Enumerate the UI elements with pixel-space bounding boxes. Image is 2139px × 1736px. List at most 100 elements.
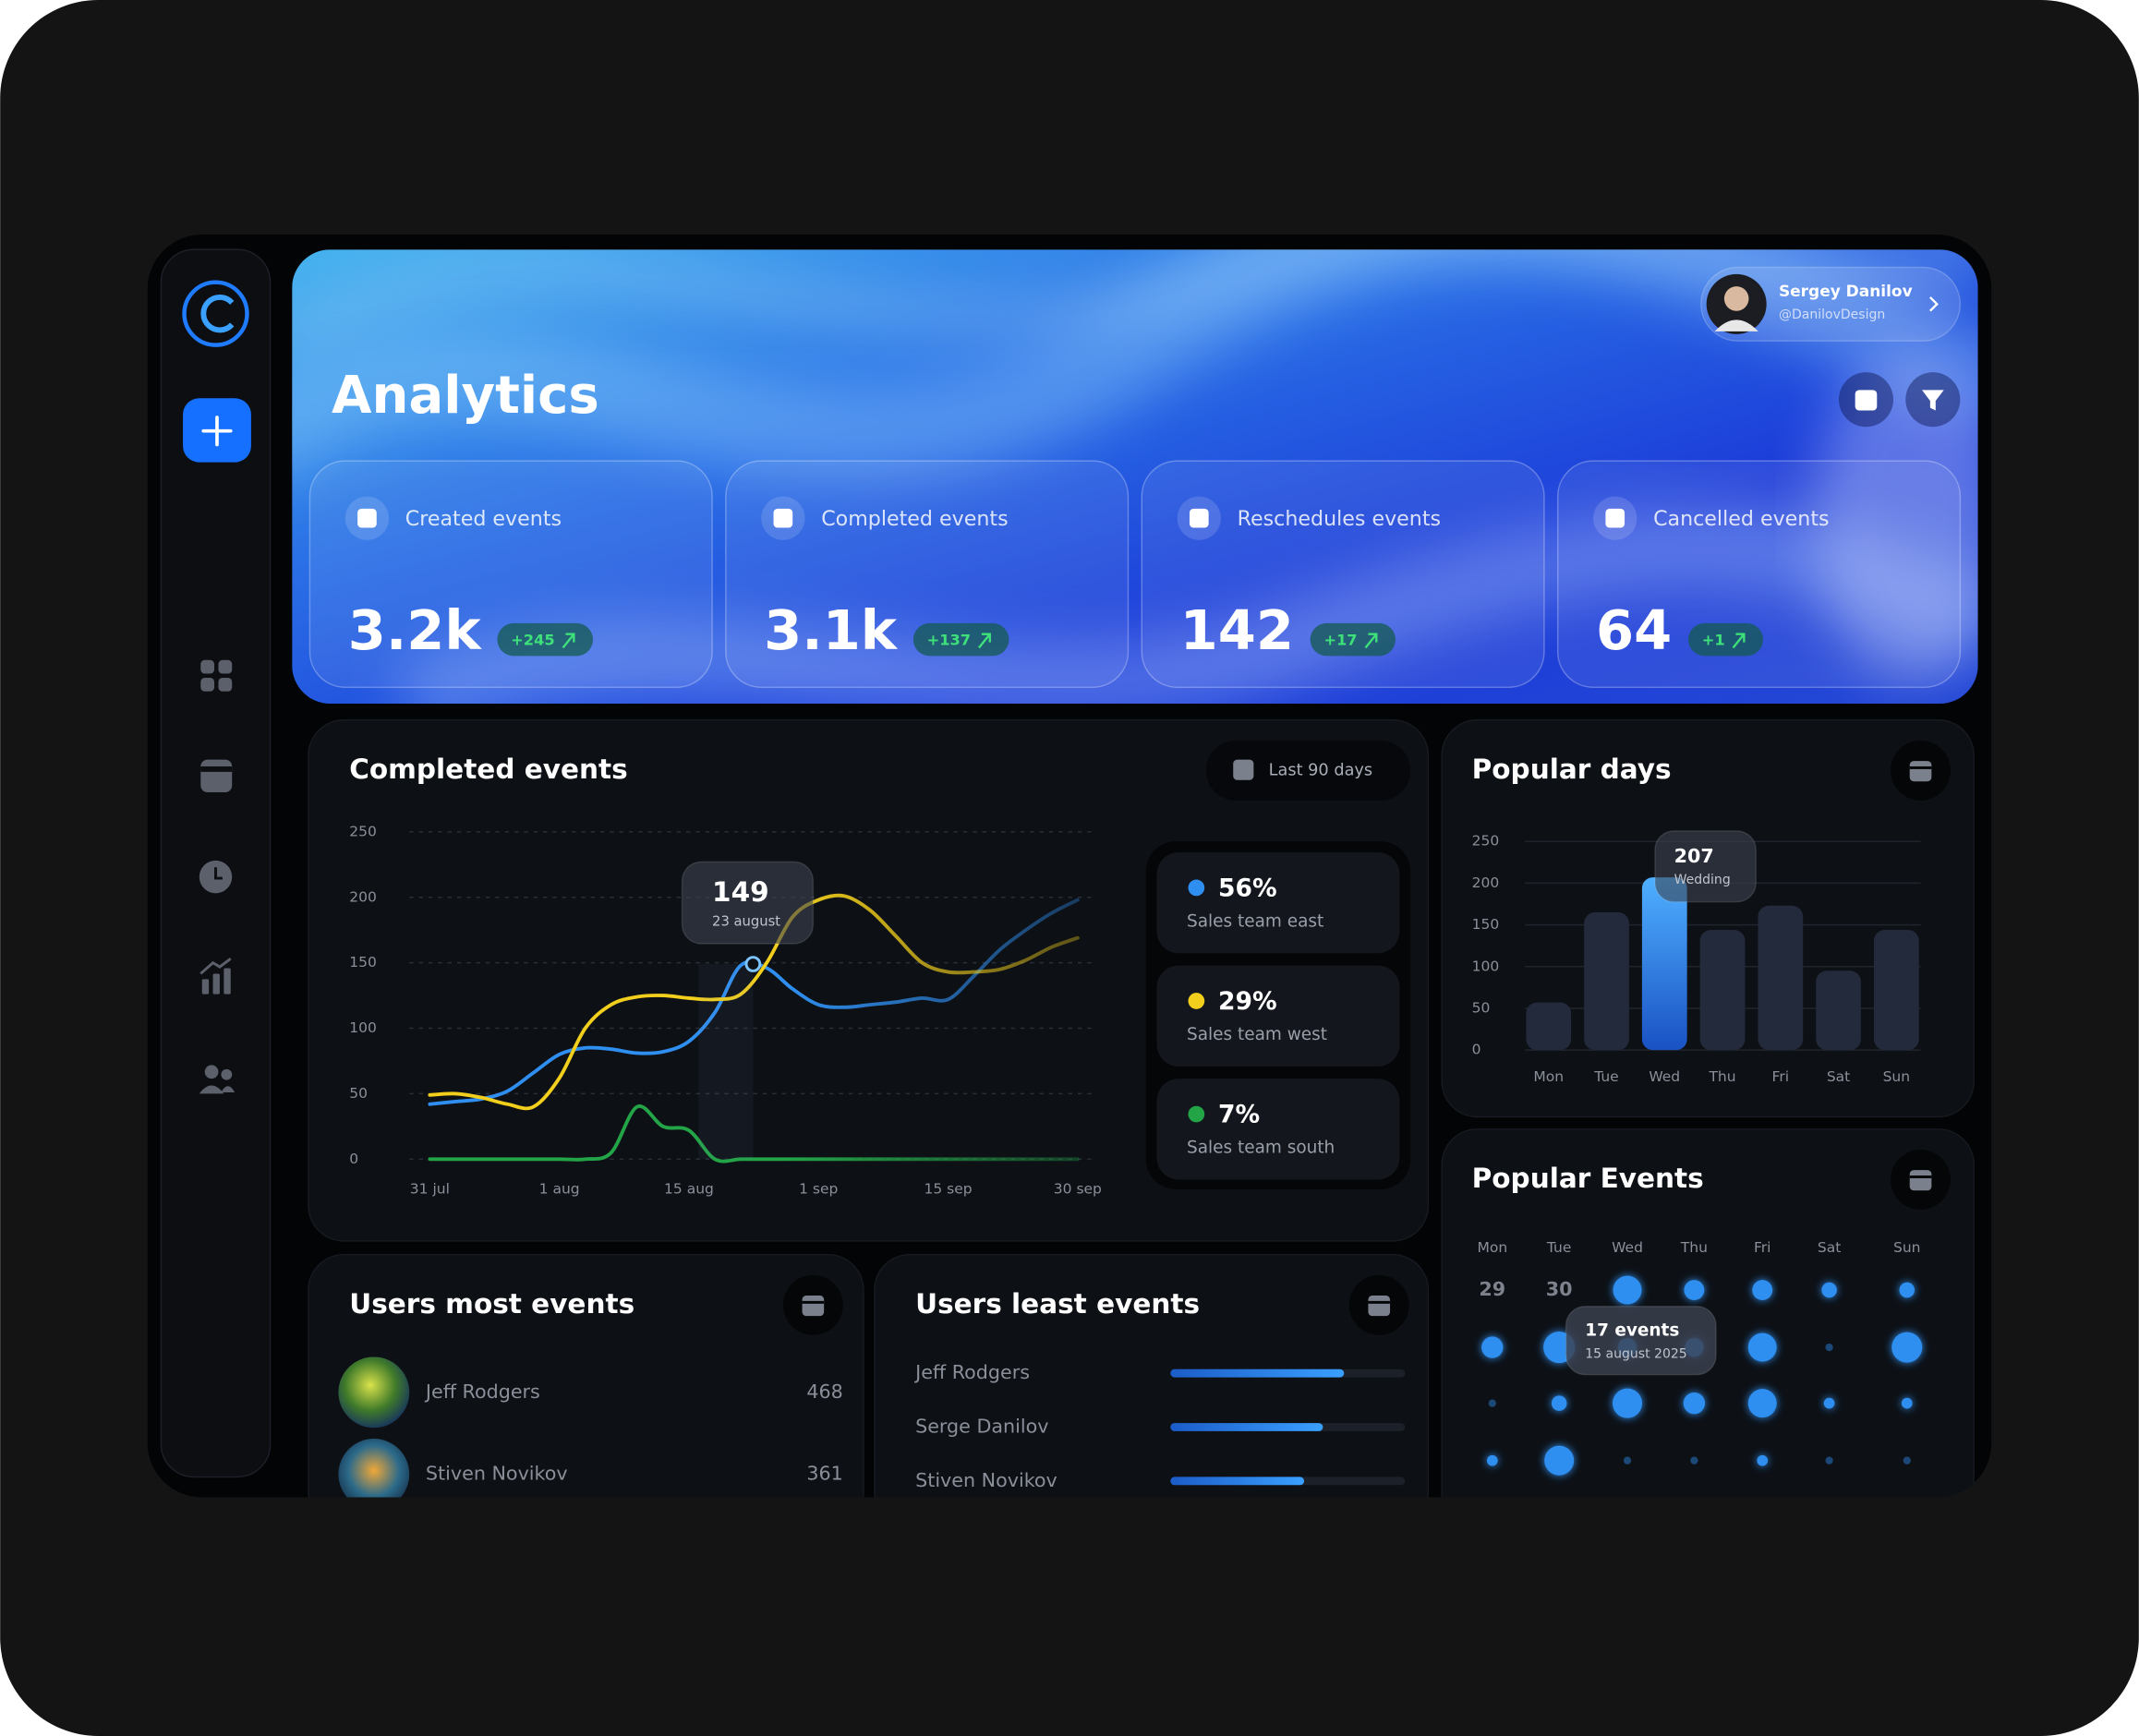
- stats: Created events 3.2k +245 Completed events 3.…: [308, 460, 1962, 689]
- calendar-button[interactable]: [1838, 372, 1894, 428]
- legend-name: Sales team west: [1187, 1025, 1327, 1044]
- event-dot[interactable]: [1821, 1282, 1837, 1298]
- icon-part: [1909, 1170, 1932, 1191]
- hover-band: [698, 964, 754, 1160]
- event-dot[interactable]: [1486, 1454, 1498, 1466]
- event-dot[interactable]: [1825, 1343, 1833, 1352]
- calendar-button[interactable]: [1891, 740, 1952, 801]
- nav-clock[interactable]: [199, 860, 233, 894]
- calendar-button[interactable]: [782, 1274, 843, 1335]
- user-row[interactable]: Stiven Novikov 361: [338, 1439, 843, 1510]
- delta-pill: +1: [1687, 622, 1764, 657]
- event-calendar: Mon Tue Wed Thu Fri Sat Sun 29 30 17 events 15 aug…: [1477, 1149, 1952, 1476]
- stat-card[interactable]: Cancelled events 64 +1: [1556, 460, 1962, 689]
- legend-item-bg: [1156, 965, 1400, 1067]
- icon-part: [1233, 759, 1254, 780]
- event-dot[interactable]: [1891, 1332, 1923, 1363]
- bar-chart: 0 50 100 150 200 250 Mon Tue Wed Thu Fri Sat Sun 207 W…: [1472, 740, 1952, 1085]
- panel: [874, 1253, 1430, 1498]
- icon-part: [1922, 390, 1944, 411]
- series-line: [428, 1104, 1080, 1163]
- bar: [1816, 970, 1861, 1051]
- calendar-button[interactable]: [1348, 1274, 1409, 1335]
- weekday-label: Thu: [1680, 1239, 1708, 1256]
- x-tick-label: Tue: [1593, 1068, 1618, 1085]
- legend-item-bg: [1156, 852, 1400, 954]
- event-dot[interactable]: [1747, 1389, 1777, 1418]
- weekday-label: Sat: [1818, 1239, 1841, 1256]
- filter-button[interactable]: [1905, 372, 1961, 428]
- delta-arrow: [562, 633, 575, 649]
- legend-item[interactable]: 7% Sales team south: [1156, 1079, 1400, 1180]
- stat-card[interactable]: Created events 3.2k +245: [308, 460, 713, 689]
- x-tick-label: 1 aug: [539, 1180, 580, 1197]
- event-dot[interactable]: [1747, 1332, 1777, 1362]
- tooltip-bg: [1565, 1306, 1717, 1376]
- user-name: Stiven Novikov: [426, 1462, 568, 1484]
- nav-calendar[interactable]: [200, 759, 233, 793]
- stat-value: 3.2k: [348, 598, 483, 662]
- event-dot[interactable]: [1544, 1445, 1575, 1476]
- event-dot[interactable]: [1757, 1454, 1769, 1466]
- user-pill[interactable]: Sergey Danilov @DanilovDesign: [1700, 266, 1962, 342]
- stat-icon: [1189, 508, 1209, 528]
- user-row[interactable]: Jeff Rodgers 468: [338, 1356, 843, 1429]
- event-dot[interactable]: [1823, 1397, 1835, 1409]
- x-tick-label: Mon: [1533, 1068, 1564, 1085]
- event-dot[interactable]: [1683, 1392, 1706, 1415]
- bar: [1699, 930, 1746, 1051]
- stat-card-bg: [725, 460, 1130, 689]
- user-value: 361: [806, 1462, 842, 1484]
- stat-label: Completed events: [821, 507, 1008, 531]
- icon-part: [200, 659, 215, 674]
- icon-part: [199, 1085, 224, 1094]
- icon-part: [221, 1086, 236, 1092]
- event-dot[interactable]: [1901, 1397, 1913, 1409]
- event-dot[interactable]: [1684, 1280, 1705, 1301]
- event-dot[interactable]: [1899, 1282, 1915, 1298]
- icon-part: [199, 958, 232, 975]
- event-dot[interactable]: [1903, 1456, 1911, 1465]
- stat-card[interactable]: Reschedules events 142 +17: [1141, 460, 1545, 689]
- event-dot[interactable]: [1623, 1456, 1632, 1465]
- bar-annotation: Wedding: [1674, 873, 1731, 887]
- range-button[interactable]: Last 90 days: [1205, 740, 1411, 801]
- event-dot[interactable]: [1613, 1388, 1643, 1418]
- hover-marker: [744, 956, 762, 972]
- add-button[interactable]: [183, 398, 251, 463]
- user-avatar: [338, 1439, 410, 1498]
- legend-item[interactable]: 29% Sales team west: [1156, 965, 1400, 1067]
- nav-dashboard[interactable]: [200, 659, 233, 692]
- bar: [1641, 877, 1687, 1051]
- event-dot[interactable]: [1481, 1336, 1504, 1358]
- event-dot[interactable]: [1551, 1395, 1567, 1411]
- icon-part: [1909, 761, 1932, 782]
- icon-part: [200, 677, 215, 692]
- event-dot[interactable]: [1613, 1275, 1642, 1305]
- event-dot[interactable]: [1488, 1399, 1496, 1407]
- logo[interactable]: [182, 280, 249, 347]
- series-line: [428, 893, 1080, 1111]
- logo-ring: [182, 280, 249, 347]
- tooltip-bg: [1654, 830, 1757, 903]
- event-dot[interactable]: [1690, 1456, 1698, 1465]
- calendar-button[interactable]: [1891, 1149, 1952, 1210]
- nav-stats[interactable]: [199, 958, 232, 995]
- x-tick-label: Sat: [1827, 1068, 1850, 1085]
- panel-title: Popular days: [1472, 753, 1672, 785]
- legend-item[interactable]: 56% Sales team east: [1156, 852, 1400, 954]
- legend-name: Sales team south: [1187, 1138, 1335, 1157]
- x-tick-label: 15 aug: [664, 1180, 714, 1197]
- bar: [1526, 1002, 1572, 1051]
- y-tick-label: 250: [349, 823, 377, 839]
- nav-users[interactable]: [199, 1065, 236, 1094]
- event-dot[interactable]: [1825, 1456, 1833, 1465]
- day-label: 30: [1546, 1278, 1573, 1300]
- event-dot[interactable]: [1752, 1280, 1773, 1301]
- stat-card[interactable]: Completed events 3.1k +137: [725, 460, 1130, 689]
- x-tick-label: Fri: [1772, 1068, 1789, 1085]
- delta-value: +17: [1323, 632, 1357, 649]
- user-name: Jeff Rodgers: [913, 1361, 1030, 1383]
